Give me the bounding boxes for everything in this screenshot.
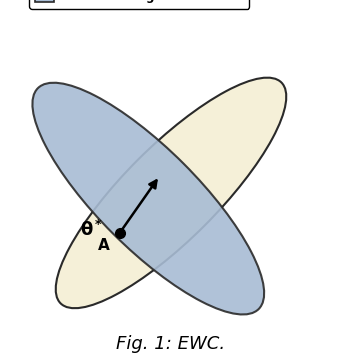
Text: $\mathbf{A}$: $\mathbf{A}$ — [97, 237, 111, 253]
Ellipse shape — [32, 83, 264, 314]
Legend: Low Error region for task B, Low Error region for task A: Low Error region for task B, Low Error r… — [29, 0, 249, 9]
Ellipse shape — [56, 78, 286, 308]
Text: $\mathbf{\theta^*}$: $\mathbf{\theta^*}$ — [80, 220, 103, 240]
Text: Fig. 1: EWC.: Fig. 1: EWC. — [116, 335, 226, 353]
